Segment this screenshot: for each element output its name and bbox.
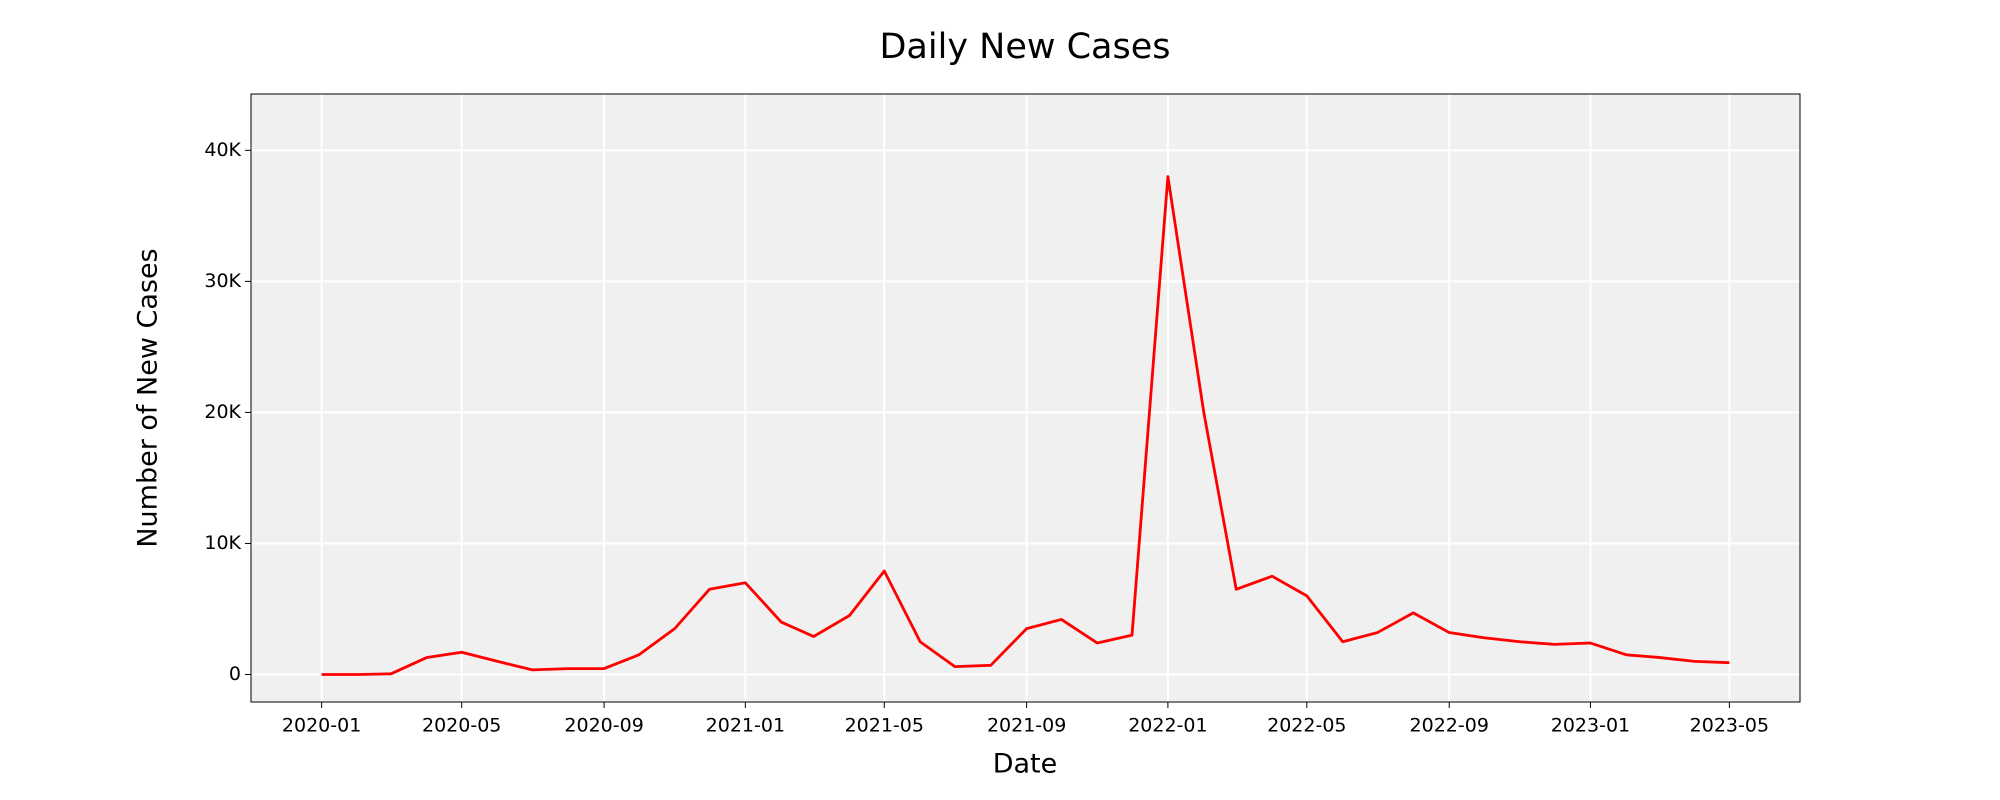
chart-title: Daily New Cases <box>879 27 1170 67</box>
x-tick-label: 2022-09 <box>1410 715 1489 737</box>
y-tick-label: 30K <box>204 270 241 292</box>
y-tick-label: 0 <box>229 663 241 685</box>
y-axis-label: Number of New Cases <box>133 248 164 547</box>
x-tick-label: 2023-01 <box>1551 715 1630 737</box>
y-tick-label: 40K <box>204 139 241 161</box>
x-tick-label: 2022-01 <box>1128 715 1207 737</box>
x-axis-label: Date <box>993 749 1058 780</box>
x-tick-label: 2023-05 <box>1690 715 1769 737</box>
data-line <box>321 175 1730 676</box>
x-tick-label: 2021-05 <box>845 715 924 737</box>
x-tick-label: 2022-05 <box>1267 715 1346 737</box>
x-tick-label: 2021-01 <box>706 715 785 737</box>
x-tick-label: 2021-09 <box>987 715 1066 737</box>
y-tick-label: 20K <box>204 401 241 423</box>
x-tick-label: 2020-09 <box>564 715 643 737</box>
x-tick-label: 2020-01 <box>282 715 361 737</box>
plot-background <box>251 94 1800 702</box>
x-tick-label: 2020-05 <box>422 715 501 737</box>
plot-frame <box>250 93 1801 703</box>
y-tick-label: 10K <box>204 532 241 554</box>
